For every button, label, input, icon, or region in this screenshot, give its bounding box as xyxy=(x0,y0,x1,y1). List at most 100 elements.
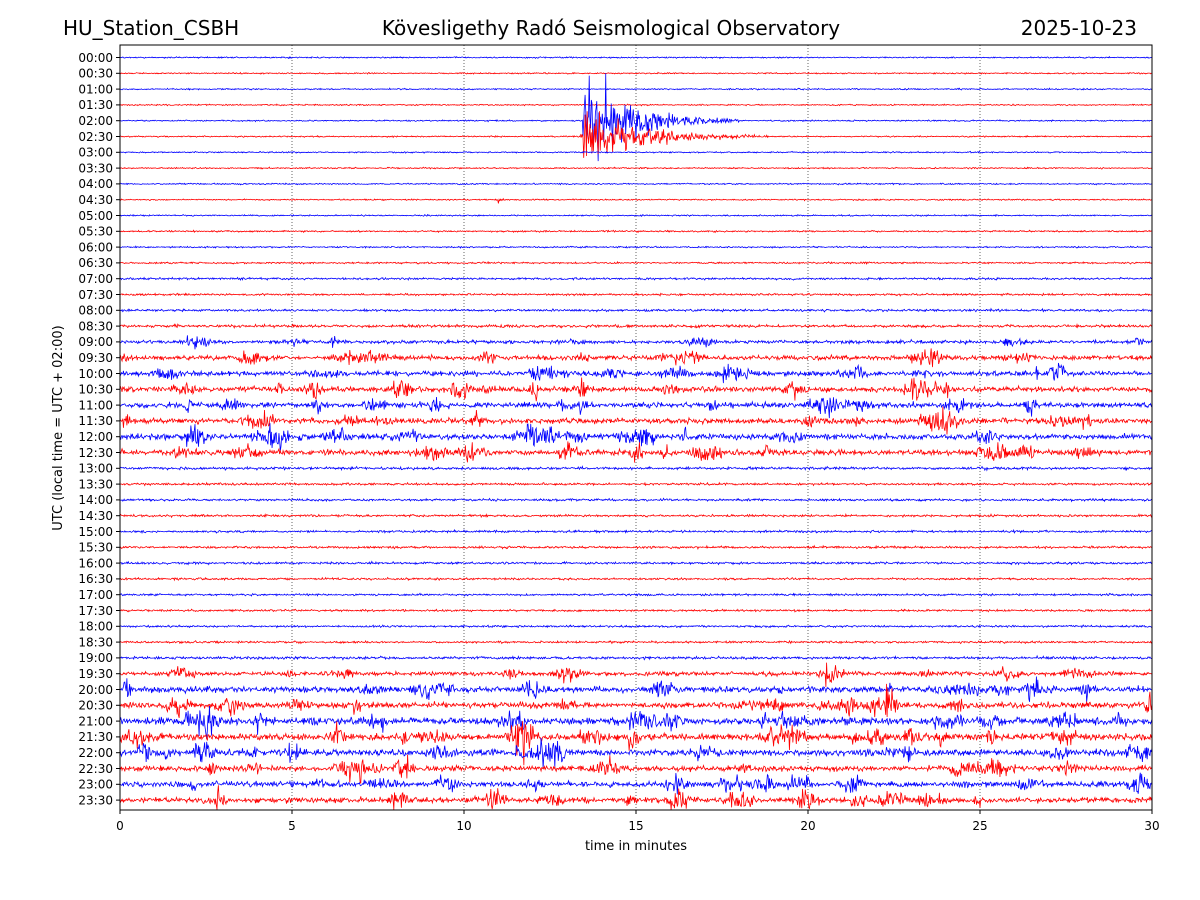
y-tick-label-16:30: 16:30 xyxy=(78,572,113,586)
trace-08:30 xyxy=(119,322,1153,329)
y-tick-label-02:30: 02:30 xyxy=(78,130,113,144)
y-tick-label-00:30: 00:30 xyxy=(78,67,113,81)
y-tick-label-05:30: 05:30 xyxy=(78,225,113,239)
y-tick-label-13:30: 13:30 xyxy=(78,477,113,491)
trace-03:30 xyxy=(119,166,1153,170)
trace-05:00 xyxy=(119,213,1153,218)
y-tick-label-09:30: 09:30 xyxy=(78,351,113,365)
trace-17:30 xyxy=(119,608,1153,613)
y-tick-label-00:00: 00:00 xyxy=(78,51,113,65)
y-tick-label-11:00: 11:00 xyxy=(78,398,113,412)
trace-03:00 xyxy=(119,150,1153,154)
trace-11:00 xyxy=(119,396,1153,419)
y-tick-label-13:00: 13:00 xyxy=(78,462,113,476)
y-tick-label-01:00: 01:00 xyxy=(78,82,113,96)
trace-16:00 xyxy=(119,560,1153,566)
station-name: HU_Station_CSBH xyxy=(63,16,239,40)
y-tick-label-08:00: 08:00 xyxy=(78,304,113,318)
x-tick-label-25: 25 xyxy=(972,819,987,833)
y-tick-label-21:00: 21:00 xyxy=(78,714,113,728)
y-tick-label-10:30: 10:30 xyxy=(78,383,113,397)
y-tick-label-15:30: 15:30 xyxy=(78,541,113,555)
y-axis-label: UTC (local time = UTC + 02:00) xyxy=(51,325,66,530)
trace-14:00 xyxy=(119,497,1153,503)
trace-20:30 xyxy=(119,683,1153,718)
y-tick-label-20:30: 20:30 xyxy=(78,699,113,713)
y-tick-label-15:00: 15:00 xyxy=(78,525,113,539)
y-tick-label-03:30: 03:30 xyxy=(78,161,113,175)
y-tick-label-14:30: 14:30 xyxy=(78,509,113,523)
trace-13:00 xyxy=(119,465,1153,472)
y-tick-label-03:00: 03:00 xyxy=(78,146,113,160)
trace-06:30 xyxy=(119,260,1153,266)
chart-title: Kövesligethy Radó Seismological Observat… xyxy=(382,16,840,40)
y-tick-label-04:30: 04:30 xyxy=(78,193,113,207)
y-tick-label-07:30: 07:30 xyxy=(78,288,113,302)
trace-09:00 xyxy=(119,335,1153,350)
trace-19:00 xyxy=(119,654,1153,661)
trace-08:00 xyxy=(119,307,1153,313)
trace-04:30 xyxy=(119,197,1153,204)
trace-21:30 xyxy=(119,721,1153,766)
y-tick-label-18:30: 18:30 xyxy=(78,635,113,649)
y-tick-label-12:30: 12:30 xyxy=(78,446,113,460)
y-tick-label-09:00: 09:00 xyxy=(78,335,113,349)
trace-07:30 xyxy=(119,292,1153,297)
trace-10:00 xyxy=(119,362,1153,384)
trace-14:30 xyxy=(119,513,1153,519)
y-tick-label-21:30: 21:30 xyxy=(78,730,113,744)
y-tick-label-23:30: 23:30 xyxy=(78,793,113,807)
y-tick-label-16:00: 16:00 xyxy=(78,556,113,570)
y-tick-label-20:00: 20:00 xyxy=(78,683,113,697)
trace-12:30 xyxy=(119,441,1153,463)
plot-frame xyxy=(119,44,1153,811)
x-axis-ticks: 0 5 10 15 20 25 30 xyxy=(116,810,1160,833)
y-tick-label-17:30: 17:30 xyxy=(78,604,113,618)
trace-18:00 xyxy=(119,624,1153,629)
trace-15:00 xyxy=(119,528,1153,534)
x-tick-label-0: 0 xyxy=(116,819,124,833)
trace-06:00 xyxy=(119,245,1153,249)
trace-01:00 xyxy=(119,87,1153,91)
x-tick-label-15: 15 xyxy=(628,819,643,833)
trace-04:00 xyxy=(119,182,1153,186)
y-tick-label-22:30: 22:30 xyxy=(78,762,113,776)
trace-21:00 xyxy=(119,706,1153,739)
y-tick-label-01:30: 01:30 xyxy=(78,98,113,112)
y-tick-label-14:00: 14:00 xyxy=(78,493,113,507)
trace-23:00 xyxy=(119,772,1153,795)
trace-07:00 xyxy=(119,276,1153,281)
y-tick-label-19:30: 19:30 xyxy=(78,667,113,681)
chart-date: 2025-10-23 xyxy=(1021,16,1137,40)
y-tick-label-06:30: 06:30 xyxy=(78,256,113,270)
trace-group xyxy=(119,55,1153,811)
trace-19:30 xyxy=(119,662,1153,687)
y-tick-label-12:00: 12:00 xyxy=(78,430,113,444)
trace-09:30 xyxy=(119,348,1153,368)
y-tick-label-22:00: 22:00 xyxy=(78,746,113,760)
trace-15:30 xyxy=(119,544,1153,550)
x-axis-label: time in minutes xyxy=(585,839,687,854)
y-tick-label-17:00: 17:00 xyxy=(78,588,113,602)
y-tick-label-06:00: 06:00 xyxy=(78,240,113,254)
trace-12:00 xyxy=(119,423,1153,452)
trace-18:30 xyxy=(119,639,1153,645)
trace-23:30 xyxy=(119,785,1153,811)
trace-01:30 xyxy=(119,103,1153,107)
trace-16:30 xyxy=(119,576,1153,582)
y-tick-label-19:00: 19:00 xyxy=(78,651,113,665)
x-tick-label-5: 5 xyxy=(288,819,296,833)
trace-10:30 xyxy=(119,377,1153,402)
x-tick-label-20: 20 xyxy=(800,819,815,833)
y-tick-label-04:00: 04:00 xyxy=(78,177,113,191)
trace-13:30 xyxy=(119,481,1153,487)
trace-22:00 xyxy=(119,737,1153,769)
trace-00:30 xyxy=(119,71,1153,75)
trace-11:30 xyxy=(119,406,1153,435)
y-tick-label-23:00: 23:00 xyxy=(78,778,113,792)
trace-17:00 xyxy=(119,592,1153,597)
trace-22:30 xyxy=(119,754,1153,784)
y-tick-label-18:00: 18:00 xyxy=(78,620,113,634)
